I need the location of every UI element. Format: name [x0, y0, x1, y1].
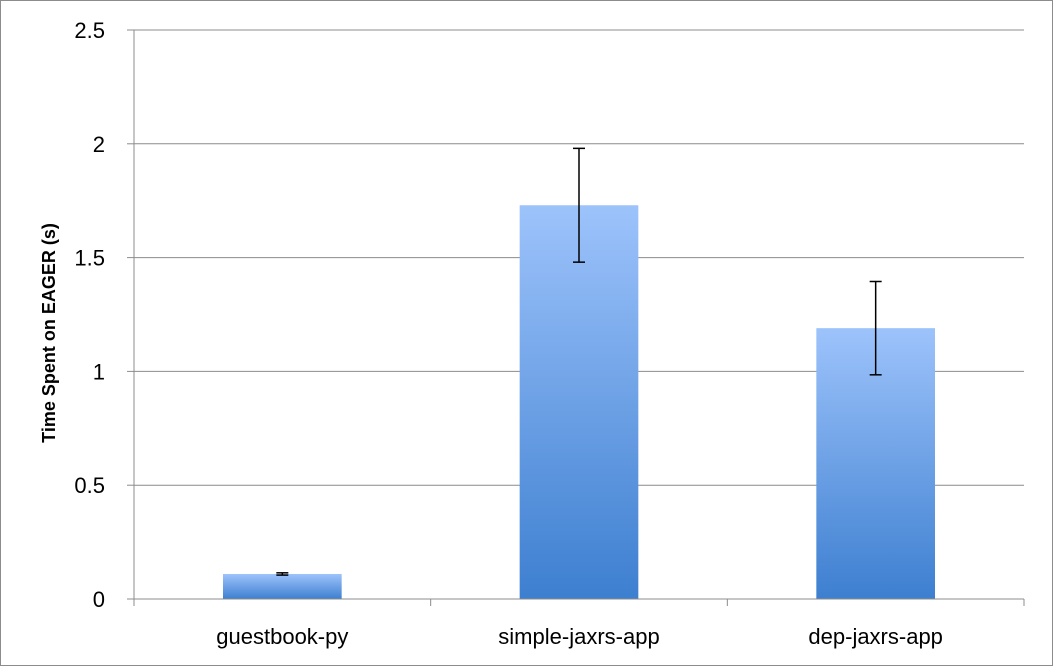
- y-tick-label: 2: [93, 132, 105, 157]
- y-axis-title: Time Spent on EAGER (s): [39, 223, 59, 443]
- y-tick-label: 0.5: [74, 473, 105, 498]
- error-bars: [276, 147, 882, 576]
- y-tick-label: 1: [93, 359, 105, 384]
- y-tick-label: 2.5: [74, 18, 105, 43]
- x-category-label: simple-jaxrs-app: [498, 624, 659, 649]
- y-tick-label: 0: [93, 587, 105, 612]
- bar: [519, 205, 639, 599]
- y-tick-label: 1.5: [74, 246, 105, 271]
- bar: [223, 573, 342, 599]
- labels: 0 0.5 1 1.5 2 2.5 guestbook-py simple-jaxrs-app…: [74, 18, 943, 649]
- x-category-label: dep-jaxrs-app: [808, 624, 943, 649]
- bars: [223, 205, 935, 599]
- x-category-label: guestbook-py: [216, 624, 348, 649]
- axes: [127, 29, 1025, 606]
